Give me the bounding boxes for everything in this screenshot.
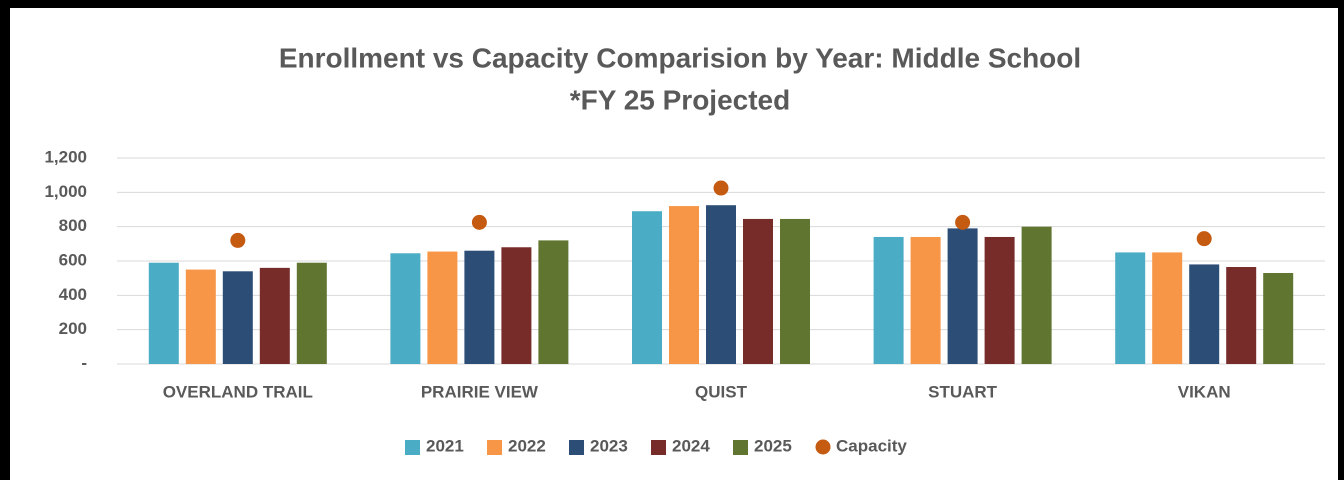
legend-swatch: [733, 440, 748, 455]
chart-title: Enrollment vs Capacity Comparision by Ye…: [279, 42, 1081, 73]
bar: [464, 250, 495, 364]
bar: [1263, 273, 1294, 364]
legend-label: 2024: [672, 436, 710, 455]
y-tick-label: 1,000: [44, 182, 87, 201]
y-tick-label: 800: [59, 216, 87, 235]
legend-swatch: [569, 440, 584, 455]
legend-label: 2025: [754, 436, 792, 455]
bar: [185, 269, 216, 364]
bar: [427, 251, 458, 364]
bar: [259, 267, 290, 364]
bar: [780, 218, 810, 364]
legend-label: 2023: [590, 436, 628, 455]
bar: [1189, 264, 1220, 364]
bar: [222, 271, 253, 364]
bar: [743, 218, 773, 364]
bar: [296, 262, 327, 364]
y-tick-label: -: [81, 353, 87, 372]
bar: [1115, 252, 1146, 364]
legend-marker: [815, 439, 831, 455]
x-tick-label: OVERLAND TRAIL: [163, 382, 313, 401]
bar: [632, 211, 662, 364]
y-tick-label: 600: [59, 250, 87, 269]
x-tick-label: PRAIRIE VIEW: [421, 382, 539, 401]
capacity-dot: [230, 232, 246, 248]
legend-swatch: [651, 440, 666, 455]
legend-swatch: [487, 440, 502, 455]
legend-label: 2021: [426, 436, 464, 455]
x-tick-label: STUART: [928, 382, 998, 401]
capacity-dot: [471, 214, 487, 230]
bar: [538, 240, 569, 364]
bar: [1226, 267, 1257, 364]
bar: [501, 247, 532, 364]
x-tick-label: VIKAN: [1178, 382, 1231, 401]
x-tick-label: QUIST: [695, 382, 748, 401]
bar: [706, 205, 736, 364]
y-tick-label: 200: [59, 319, 87, 338]
legend-label: 2022: [508, 436, 546, 455]
capacity-dot: [713, 180, 729, 196]
bar: [984, 236, 1015, 364]
chart-subtitle: *FY 25 Projected: [570, 84, 790, 115]
bar: [1152, 252, 1183, 364]
bar: [947, 228, 978, 364]
y-tick-label: 1,200: [44, 147, 87, 166]
legend-swatch: [405, 440, 420, 455]
capacity-dot: [955, 214, 971, 230]
bar: [148, 262, 179, 364]
y-tick-label: 400: [59, 285, 87, 304]
bar: [669, 206, 699, 364]
legend-label: Capacity: [836, 436, 907, 455]
bar: [873, 236, 904, 364]
bar: [390, 253, 421, 364]
bar: [910, 236, 941, 364]
bar: [1021, 226, 1052, 364]
capacity-dot: [1196, 231, 1212, 247]
